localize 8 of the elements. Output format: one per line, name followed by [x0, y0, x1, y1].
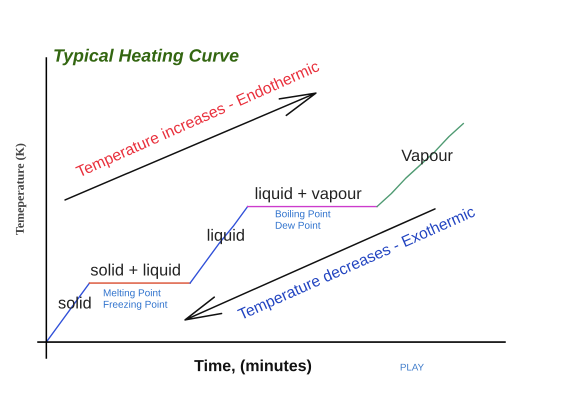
y-axis-title: Temeperature (K) [15, 144, 26, 235]
annotation: Melting Point Freezing Point [104, 289, 168, 310]
x-axis-title: Time, (minutes) [194, 360, 312, 374]
series-label: liquid + vapour [256, 187, 362, 202]
series-label: solid + liquid [90, 264, 180, 279]
annotation: Boiling Point Dew Point [276, 210, 331, 229]
chart-title: Typical Heating Curve [54, 48, 239, 66]
text: PLAY [400, 364, 424, 371]
